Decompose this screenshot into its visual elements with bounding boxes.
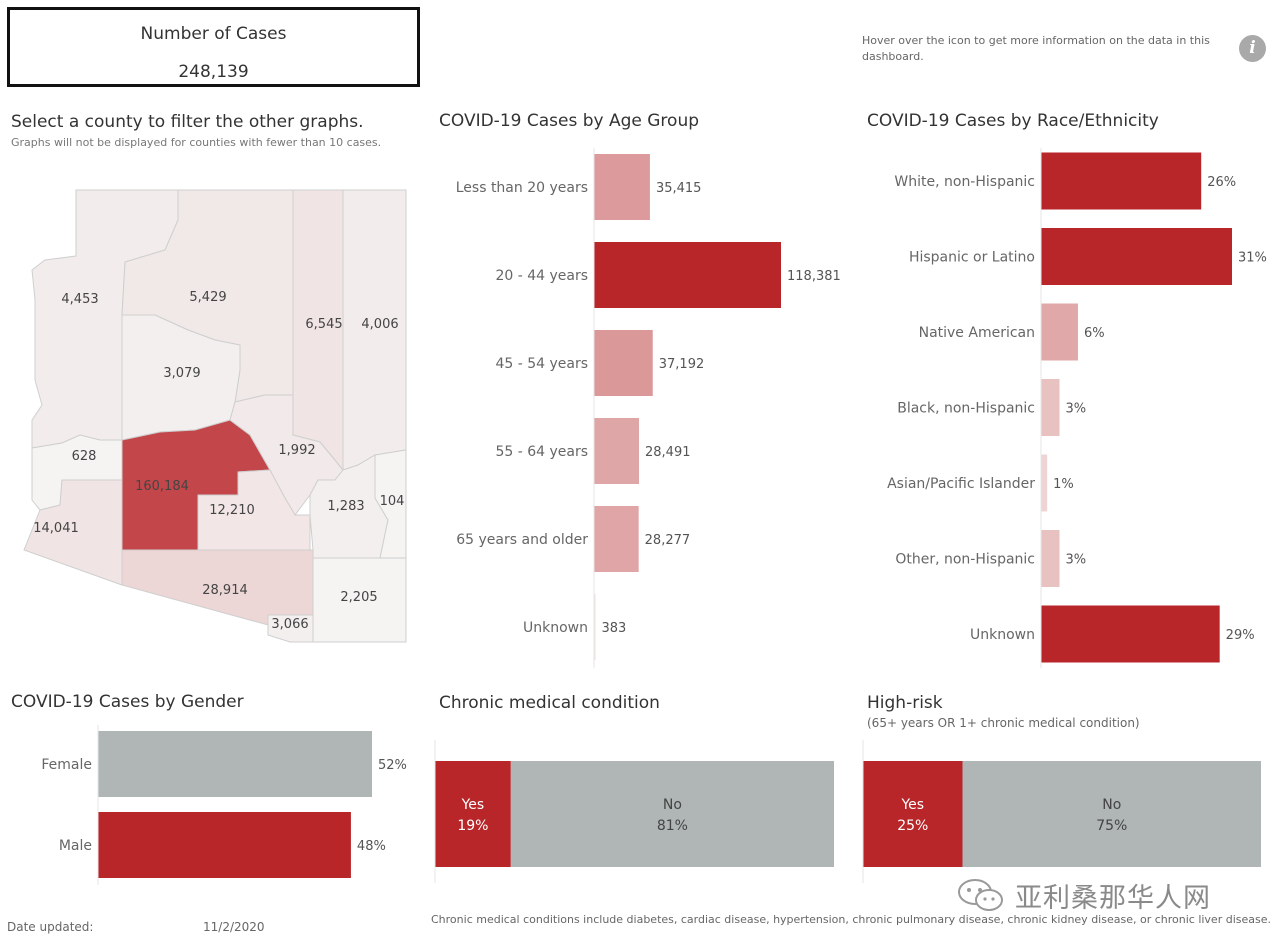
- category-label: Black, non-Hispanic: [897, 401, 1035, 417]
- category-label: 20 - 44 years: [495, 268, 588, 284]
- county-value-label: 2,205: [340, 590, 377, 605]
- date-value: 11/2/2020: [203, 920, 265, 934]
- info-icon[interactable]: i: [1239, 35, 1266, 62]
- watermark: 亚利桑那华人网: [955, 874, 1265, 914]
- stacked-segment[interactable]: [863, 761, 963, 867]
- segment-label: Yes: [900, 797, 924, 813]
- gender-chart-title: COVID-19 Cases by Gender: [11, 692, 244, 712]
- highrisk-chart-title: High-risk: [867, 693, 943, 713]
- category-label: Female: [41, 757, 92, 773]
- county-value-label: 12,210: [209, 503, 255, 518]
- value-label: 52%: [378, 758, 407, 773]
- county-map[interactable]: 4,453 5,429 6,545 4,006 3,079 628 160,184 1,992…: [0, 180, 420, 650]
- value-label: 26%: [1207, 175, 1236, 190]
- bar[interactable]: [1041, 379, 1060, 436]
- gender-bar-chart[interactable]: Female 52% Male 48%: [0, 725, 425, 885]
- value-label: 1%: [1053, 477, 1074, 492]
- segment-label: No: [1102, 797, 1121, 813]
- chronic-footnote: Chronic medical conditions include diabe…: [431, 913, 1271, 926]
- value-label: 37,192: [659, 357, 705, 372]
- highrisk-chart-subtitle: (65+ years OR 1+ chronic medical conditi…: [867, 716, 1140, 730]
- stacked-segment[interactable]: [435, 761, 511, 867]
- bar[interactable]: [594, 418, 640, 484]
- category-label: Male: [59, 838, 92, 854]
- value-label: 28,277: [645, 533, 691, 548]
- category-label: White, non-Hispanic: [894, 174, 1035, 190]
- bar[interactable]: [594, 242, 781, 308]
- bar[interactable]: [594, 594, 596, 660]
- bar[interactable]: [594, 154, 650, 220]
- bar[interactable]: [1041, 605, 1220, 663]
- value-label: 28,491: [645, 445, 691, 460]
- chronic-chart-title: Chronic medical condition: [439, 693, 660, 713]
- highrisk-stacked-bar[interactable]: Yes 25% No 75%: [858, 740, 1270, 885]
- category-label: Less than 20 years: [456, 180, 588, 196]
- category-label: Other, non-Hispanic: [895, 552, 1035, 568]
- segment-value: 25%: [897, 818, 928, 834]
- county-value-label: 28,914: [202, 583, 248, 598]
- map-title: Select a county to filter the other grap…: [11, 112, 364, 132]
- county-value-label: 160,184: [135, 479, 189, 494]
- bar[interactable]: [98, 812, 351, 878]
- segment-value: 75%: [1096, 818, 1127, 834]
- county-value-label: 4,006: [361, 317, 398, 332]
- bar[interactable]: [1041, 530, 1060, 587]
- county-value-label: 4,453: [61, 292, 98, 307]
- value-label: 29%: [1226, 628, 1255, 643]
- chronic-stacked-bar[interactable]: Yes 19% No 81%: [430, 740, 840, 885]
- county-value-label: 14,041: [33, 521, 79, 536]
- segment-value: 19%: [457, 818, 488, 834]
- bar[interactable]: [594, 506, 639, 572]
- segment-label: Yes: [461, 797, 485, 813]
- race-bar-chart[interactable]: White, non-Hispanic 26% Hispanic or Latino…: [860, 148, 1275, 668]
- category-label: Asian/Pacific Islander: [887, 476, 1035, 492]
- value-label: 3%: [1065, 553, 1086, 568]
- race-chart-title: COVID-19 Cases by Race/Ethnicity: [867, 111, 1159, 131]
- county-value-label: 1,283: [327, 499, 364, 514]
- bar[interactable]: [1041, 303, 1078, 361]
- segment-value: 81%: [657, 818, 688, 834]
- county-value-label: 628: [72, 449, 97, 464]
- county-value-label: 104: [380, 494, 405, 509]
- date-label: Date updated:: [7, 920, 94, 934]
- county-value-label: 3,079: [163, 366, 200, 381]
- value-label: 48%: [357, 839, 386, 854]
- kpi-title: Number of Cases: [140, 24, 287, 44]
- bar[interactable]: [1041, 228, 1232, 285]
- bar[interactable]: [1041, 454, 1048, 512]
- county-santa-cruz[interactable]: [267, 614, 314, 643]
- value-label: 3%: [1065, 402, 1086, 417]
- kpi-number-of-cases: Number of Cases 248,139: [7, 7, 420, 87]
- category-label: 65 years and older: [456, 532, 588, 548]
- value-label: 118,381: [787, 269, 841, 284]
- category-label: Unknown: [970, 627, 1035, 643]
- category-label: Hispanic or Latino: [909, 250, 1035, 266]
- category-label: 45 - 54 years: [495, 356, 588, 372]
- stacked-segment[interactable]: [962, 761, 1262, 867]
- wechat-icon: [958, 879, 1003, 911]
- kpi-value: 248,139: [178, 62, 249, 82]
- bar[interactable]: [1041, 152, 1202, 210]
- value-label: 31%: [1238, 251, 1267, 266]
- category-label: 55 - 64 years: [495, 444, 588, 460]
- county-value-label: 3,066: [271, 617, 308, 632]
- hover-note: Hover over the icon to get more informat…: [862, 34, 1210, 63]
- category-label: Native American: [919, 325, 1035, 341]
- category-label: Unknown: [523, 620, 588, 636]
- county-value-label: 6,545: [305, 317, 342, 332]
- map-note: Graphs will not be displayed for countie…: [11, 136, 382, 149]
- county-value-label: 5,429: [189, 290, 226, 305]
- value-label: 383: [602, 621, 627, 636]
- county-value-label: 1,992: [278, 443, 315, 458]
- age-chart-title: COVID-19 Cases by Age Group: [439, 111, 700, 131]
- value-label: 6%: [1084, 326, 1105, 341]
- age-bar-chart[interactable]: Less than 20 years 35,415 20 - 44 years 118…: [430, 148, 850, 668]
- bar[interactable]: [98, 731, 372, 797]
- value-label: 35,415: [656, 181, 702, 196]
- segment-label: No: [663, 797, 682, 813]
- watermark-text: 亚利桑那华人网: [1015, 883, 1211, 914]
- county-cochise[interactable]: [312, 557, 407, 643]
- stacked-segment[interactable]: [510, 761, 834, 867]
- bar[interactable]: [594, 330, 653, 396]
